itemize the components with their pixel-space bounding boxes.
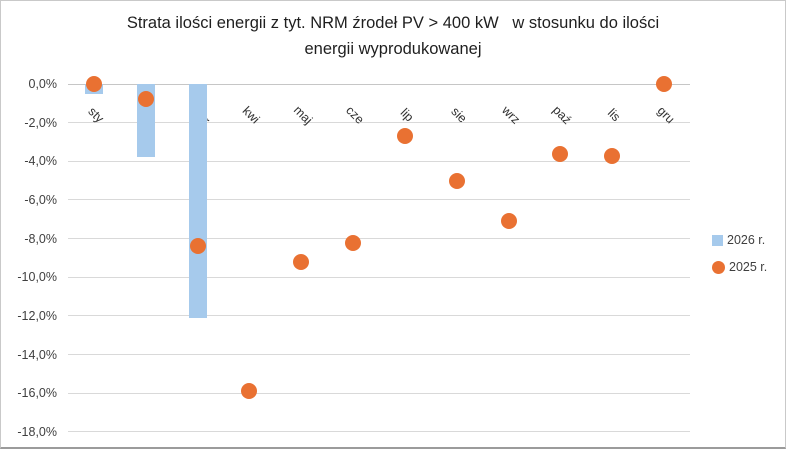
gridline <box>68 431 690 433</box>
point-2025-lip <box>396 128 413 145</box>
chart-title-line2: energii wyprodukowanej <box>304 40 482 58</box>
y-axis-tick-label: -6,0% <box>24 192 57 207</box>
y-axis-tick-label: -2,0% <box>24 115 57 130</box>
legend-circle-marker-icon <box>712 260 725 274</box>
y-axis-tick-label: -8,0% <box>24 231 57 246</box>
point-2025-mar <box>189 238 206 255</box>
y-axis-tick-label: -16,0% <box>17 386 57 401</box>
legend-item-2025: 2025 r. <box>712 257 767 277</box>
gridline <box>68 160 690 162</box>
zero-gridline <box>68 83 690 85</box>
x-axis-category-label-cze: cze <box>343 103 367 127</box>
point-2025-cze <box>345 234 362 251</box>
point-2025-maj <box>293 253 310 270</box>
x-axis-category-label-wrz: wrz <box>498 103 523 127</box>
y-axis-tick-label: 0,0% <box>28 77 58 91</box>
legend-square-marker-icon <box>712 234 723 246</box>
point-2025-sie <box>448 172 465 189</box>
gridline <box>68 354 690 356</box>
legend-item-2026: 2026 r. <box>712 230 767 250</box>
point-2025-kwi <box>241 383 258 400</box>
gridline <box>68 122 690 124</box>
point-2025-lis <box>604 147 621 164</box>
point-2025-sty <box>85 76 102 92</box>
gridline <box>68 315 690 317</box>
y-axis-tick-label: -18,0% <box>17 424 57 439</box>
gridline <box>68 199 690 201</box>
y-axis-tick-label: -10,0% <box>17 270 57 285</box>
y-axis-tick-label: -12,0% <box>17 308 57 323</box>
y-axis-tick-label: -14,0% <box>17 347 57 362</box>
x-axis-category-label-maj: maj <box>291 102 316 128</box>
legend: 2026 r. 2025 r. <box>712 230 767 277</box>
legend-label-2026: 2026 r. <box>727 233 766 247</box>
x-axis-category-label-paź: paź <box>550 102 575 128</box>
chart-title: Strata ilości energii z tyt. NRM źrodeł … <box>1 10 785 62</box>
point-2025-gru <box>656 76 673 92</box>
point-2025-paź <box>552 145 569 162</box>
gridline <box>68 238 690 240</box>
gridline <box>68 276 690 278</box>
gridline <box>68 392 690 394</box>
chart-title-line1: Strata ilości energii z tyt. NRM źrodeł … <box>126 14 660 32</box>
point-2025-wrz <box>500 213 517 230</box>
legend-label-2025: 2025 r. <box>729 260 768 274</box>
bar-2026-mar <box>188 84 207 318</box>
point-2025-lut <box>137 91 154 108</box>
y-axis-tick-label: -4,0% <box>24 154 57 169</box>
